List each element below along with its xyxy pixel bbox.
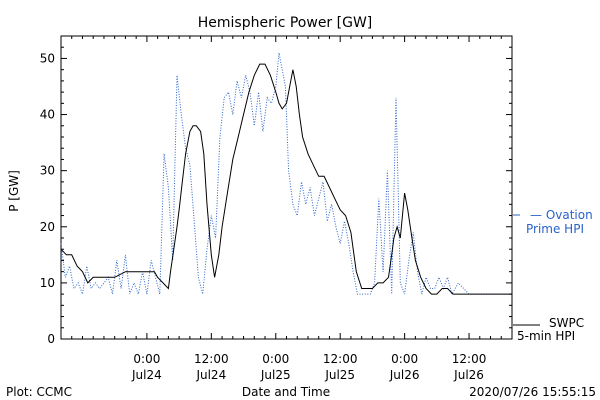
x-tick-date-label: Jul24 [131,368,162,382]
legend-ovation-line1: — Ovation [530,208,593,222]
x-tick-time-label: 0:00 [262,352,289,366]
plot-frame [60,35,513,340]
x-tick-date-label: Jul25 [260,368,291,382]
x-tick-date-label: Jul26 [453,368,484,382]
legend-ovation-line2: Prime HPI [526,222,584,236]
x-tick-time-label: 12:00 [194,352,229,366]
y-axis-label: P [GW] [7,170,21,212]
x-axis-label: Date and Time [242,385,330,399]
plot-credit: Plot: CCMC [6,385,72,399]
x-tick-time-label: 12:00 [452,352,487,366]
y-tick-label: 0 [47,332,55,346]
x-tick-time-label: 0:00 [391,352,418,366]
y-tick-label: 40 [40,108,55,122]
x-tick-time-label: 12:00 [323,352,358,366]
y-tick-label: 30 [40,164,55,178]
y-axis-ticks: 0 10 20 30 40 50 [40,46,512,346]
x-axis-ticks: 0:00 Jul24 12:00 Jul24 0:00 Jul25 12:00 Jul25 0:… [60,36,513,382]
x-tick-date-label: Jul25 [324,368,355,382]
y-tick-label: 50 [40,51,55,65]
swpc-5min-hpi-line [60,63,512,295]
legend-swpc-line1: SWPC [549,316,584,330]
y-tick-label: 10 [40,276,55,290]
chart-title: Hemispheric Power [GW] [198,15,373,31]
x-tick-time-label: 0:00 [133,352,160,366]
ovation-prime-hpi-line [60,52,512,297]
plot-timestamp: 2020/07/26 15:55:15 [469,385,596,399]
y-tick-label: 20 [40,220,55,234]
x-tick-date-label: Jul24 [195,368,226,382]
x-tick-date-label: Jul26 [389,368,420,382]
legend-swpc-line2: 5-min HPI [517,329,575,343]
